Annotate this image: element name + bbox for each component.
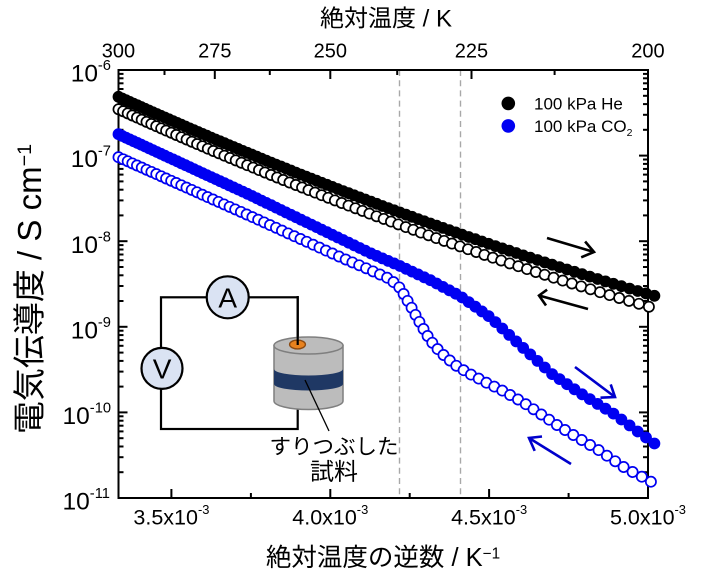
- svg-text:10: 10: [63, 403, 90, 430]
- svg-text:2: 2: [627, 127, 633, 139]
- svg-text:10: 10: [71, 61, 98, 88]
- svg-text:10: 10: [71, 232, 98, 259]
- svg-text:275: 275: [198, 41, 231, 63]
- svg-text:-6: -6: [98, 58, 111, 74]
- svg-text:4.0x10: 4.0x10: [292, 506, 357, 530]
- svg-text:−1: −1: [483, 546, 500, 563]
- svg-text:300: 300: [102, 41, 135, 63]
- svg-text:5.0x10: 5.0x10: [610, 506, 675, 530]
- svg-text:10: 10: [71, 317, 98, 344]
- svg-text:200: 200: [631, 41, 664, 63]
- svg-text:3.5x10: 3.5x10: [133, 506, 198, 530]
- svg-text:/ K: / K: [416, 6, 452, 33]
- svg-text:/ K: / K: [444, 544, 482, 572]
- svg-text:-7: -7: [98, 144, 111, 160]
- svg-text:−1: −1: [14, 144, 36, 167]
- svg-text:V: V: [153, 354, 172, 385]
- svg-text:A: A: [218, 283, 237, 314]
- svg-text:-3: -3: [198, 502, 209, 517]
- svg-text:10: 10: [71, 146, 98, 173]
- svg-text:-3: -3: [516, 502, 527, 517]
- svg-text:10: 10: [63, 489, 90, 516]
- svg-text:-8: -8: [98, 229, 111, 245]
- svg-text:4.5x10: 4.5x10: [451, 506, 516, 530]
- svg-text:250: 250: [314, 41, 347, 63]
- svg-text:/ S cm: / S cm: [11, 166, 48, 269]
- svg-text:100 kPa CO: 100 kPa CO: [534, 117, 627, 136]
- svg-text:225: 225: [455, 41, 488, 63]
- svg-text:100 kPa He: 100 kPa He: [534, 95, 623, 114]
- svg-text:-3: -3: [357, 502, 368, 517]
- svg-text:-9: -9: [98, 315, 111, 331]
- svg-text:-10: -10: [90, 401, 111, 417]
- svg-text:-3: -3: [675, 502, 686, 517]
- svg-text:-11: -11: [90, 486, 110, 502]
